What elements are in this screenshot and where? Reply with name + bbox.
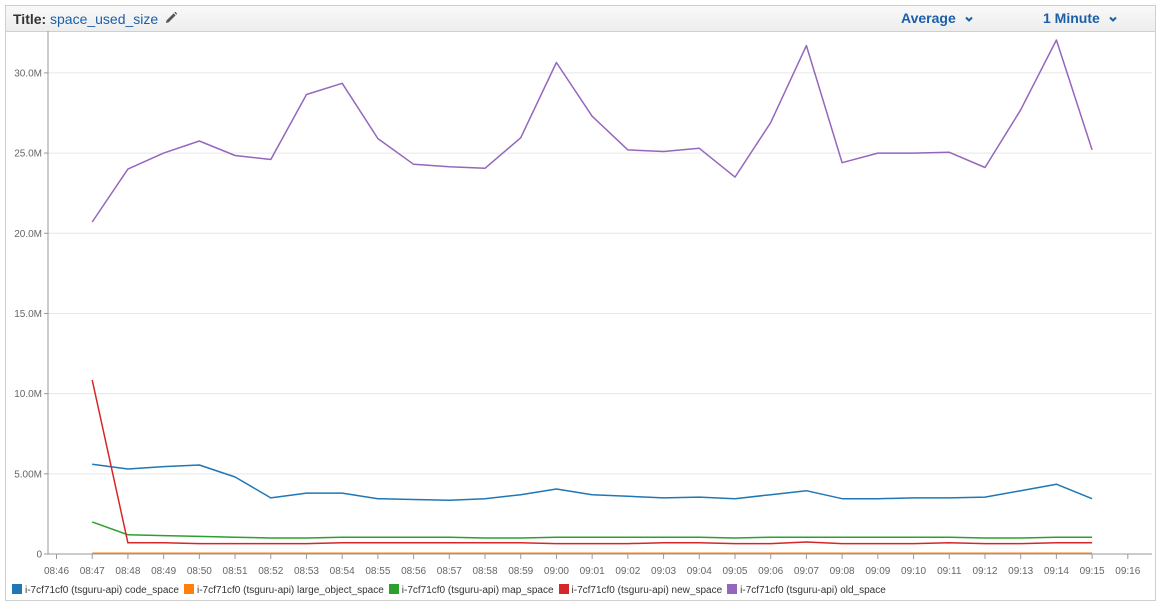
legend-swatch [727, 584, 738, 594]
x-tick-label: 09:04 [687, 566, 712, 576]
x-tick-label: 08:52 [258, 566, 283, 576]
x-tick-label: 09:07 [794, 566, 819, 576]
y-tick-label: 30.0M [14, 68, 42, 79]
series-line [91, 521, 1093, 539]
y-tick-label: 25.0M [14, 149, 42, 160]
x-tick-label: 09:11 [937, 566, 962, 576]
period-value: 1 Minute [1043, 10, 1100, 26]
series-line [91, 39, 1093, 223]
line-chart: 0 5.00M 10.0M 15.0M 20.0M 25.0M 30.0M 08:46 08:4… [14, 31, 1152, 576]
x-tick-label: 09:01 [580, 566, 605, 576]
legend-swatch [12, 584, 22, 594]
chevron-down-icon [1109, 17, 1117, 23]
legend-label: i-7cf71cf0 (tsguru-api) large_object_spa… [196, 585, 384, 596]
legend-swatch [388, 584, 399, 594]
x-tick-label: 08:53 [294, 566, 319, 576]
series-line [92, 463, 1093, 502]
x-tick-label: 08:50 [187, 566, 212, 576]
legend-item[interactable]: i-7cf71cf0 (tsguru-api) new_space [558, 584, 723, 596]
x-tick-label: 09:15 [1080, 566, 1105, 576]
legend-label: i-7cf71cf0 (tsguru-api) new_space [571, 585, 723, 596]
statistic-value: Average [901, 10, 956, 26]
x-tick-label: 09:00 [544, 566, 569, 576]
x-tick-label: 08:48 [115, 566, 140, 576]
y-tick-label: 0 [36, 550, 42, 561]
x-tick-label: 09:10 [901, 566, 926, 576]
x-tick-label: 09:16 [1115, 566, 1140, 576]
x-tick-label: 09:02 [615, 566, 640, 576]
x-tick-label: 09:09 [865, 566, 890, 576]
legend-item[interactable]: i-7cf71cf0 (tsguru-api) map_space [388, 584, 554, 596]
pencil-icon[interactable] [164, 11, 178, 25]
chart-widget: Title: space_used_size Average 1 Minute … [5, 5, 1156, 601]
x-tick-label: 09:03 [651, 566, 676, 576]
legend-label: i-7cf71cf0 (tsguru-api) old_space [740, 585, 886, 596]
title-label: Title: [13, 11, 47, 27]
legend-label: i-7cf71cf0 (tsguru-api) map_space [401, 585, 554, 596]
legend-item[interactable]: i-7cf71cf0 (tsguru-api) old_space [727, 584, 886, 596]
x-tick-label: 08:47 [80, 566, 105, 576]
x-tick-label: 08:58 [473, 566, 498, 576]
widget-header: Title: space_used_size Average 1 Minute [6, 6, 1155, 32]
y-tick-label: 20.0M [14, 229, 42, 240]
chevron-down-icon [965, 17, 973, 23]
legend-item[interactable]: i-7cf71cf0 (tsguru-api) code_space [12, 584, 179, 596]
legend-item[interactable]: i-7cf71cf0 (tsguru-api) large_object_spa… [183, 584, 384, 596]
x-tick-label: 09:13 [1008, 566, 1033, 576]
x-tick-label: 09:14 [1044, 566, 1069, 576]
statistic-dropdown[interactable]: Average [901, 10, 974, 26]
title-value[interactable]: space_used_size [50, 11, 159, 27]
period-dropdown[interactable]: 1 Minute [1043, 10, 1118, 26]
y-tick-label: 15.0M [14, 309, 42, 320]
series-line [91, 379, 1093, 545]
legend-label: i-7cf71cf0 (tsguru-api) code_space [25, 585, 179, 596]
x-tick-label: 08:46 [44, 566, 69, 576]
x-tick-label: 09:06 [758, 566, 783, 576]
x-tick-label: 08:54 [330, 566, 355, 576]
x-tick-label: 09:12 [972, 566, 997, 576]
x-tick-label: 09:05 [722, 566, 747, 576]
x-tick-label: 08:57 [437, 566, 462, 576]
y-tick-label: 10.0M [14, 389, 42, 400]
x-tick-label: 08:55 [365, 566, 390, 576]
x-tick-label: 09:08 [830, 566, 855, 576]
x-tick-label: 08:51 [223, 566, 248, 576]
chart-legend: i-7cf71cf0 (tsguru-api) code_space i-7cf7… [12, 584, 891, 596]
x-tick-label: 08:59 [508, 566, 533, 576]
x-tick-label: 08:56 [401, 566, 426, 576]
legend-swatch [558, 584, 569, 594]
legend-swatch [183, 584, 194, 594]
y-tick-label: 5.00M [14, 469, 42, 480]
x-tick-label: 08:49 [151, 566, 176, 576]
